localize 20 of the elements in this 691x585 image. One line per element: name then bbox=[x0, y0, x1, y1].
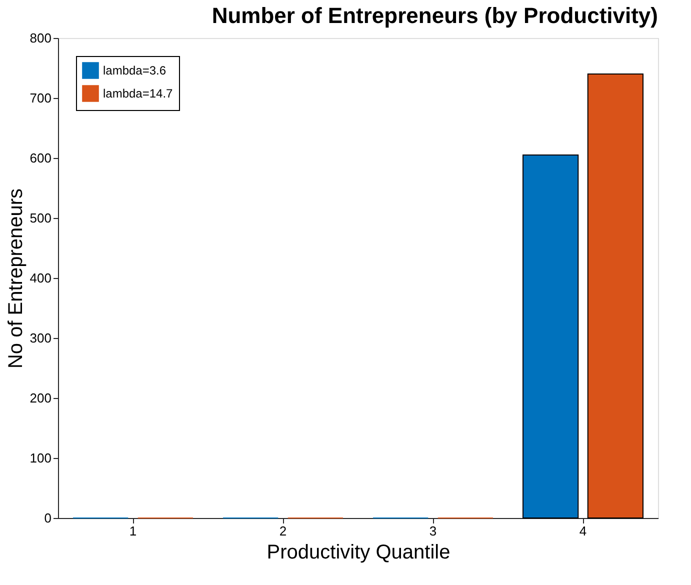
y-tick-label: 700 bbox=[30, 90, 52, 106]
bar bbox=[522, 154, 579, 518]
x-tick-label: 1 bbox=[129, 524, 137, 538]
y-tick-label: 500 bbox=[30, 210, 52, 226]
legend-label: lambda=14.7 bbox=[103, 86, 174, 100]
y-tick-label: 400 bbox=[30, 270, 52, 286]
y-tick-label: 300 bbox=[30, 330, 52, 346]
y-tick-label: 200 bbox=[30, 390, 52, 406]
bar bbox=[587, 74, 644, 518]
y-tick-label: 800 bbox=[30, 30, 52, 46]
x-tick-label: 4 bbox=[579, 524, 587, 538]
x-tick-label: 2 bbox=[279, 524, 287, 538]
y-tick-label: 600 bbox=[30, 150, 52, 166]
y-tick-label: 100 bbox=[30, 450, 52, 466]
x-axis-title: Productivity Quantile bbox=[266, 542, 450, 564]
legend-label: lambda=3.6 bbox=[103, 64, 166, 78]
x-tick-label: 3 bbox=[429, 524, 437, 538]
chart-title: Number of Entrepreneurs (by Productivity) bbox=[212, 3, 658, 28]
y-tick-label: 0 bbox=[44, 510, 52, 526]
y-axis-title: No of Entrepreneurs bbox=[4, 188, 27, 369]
